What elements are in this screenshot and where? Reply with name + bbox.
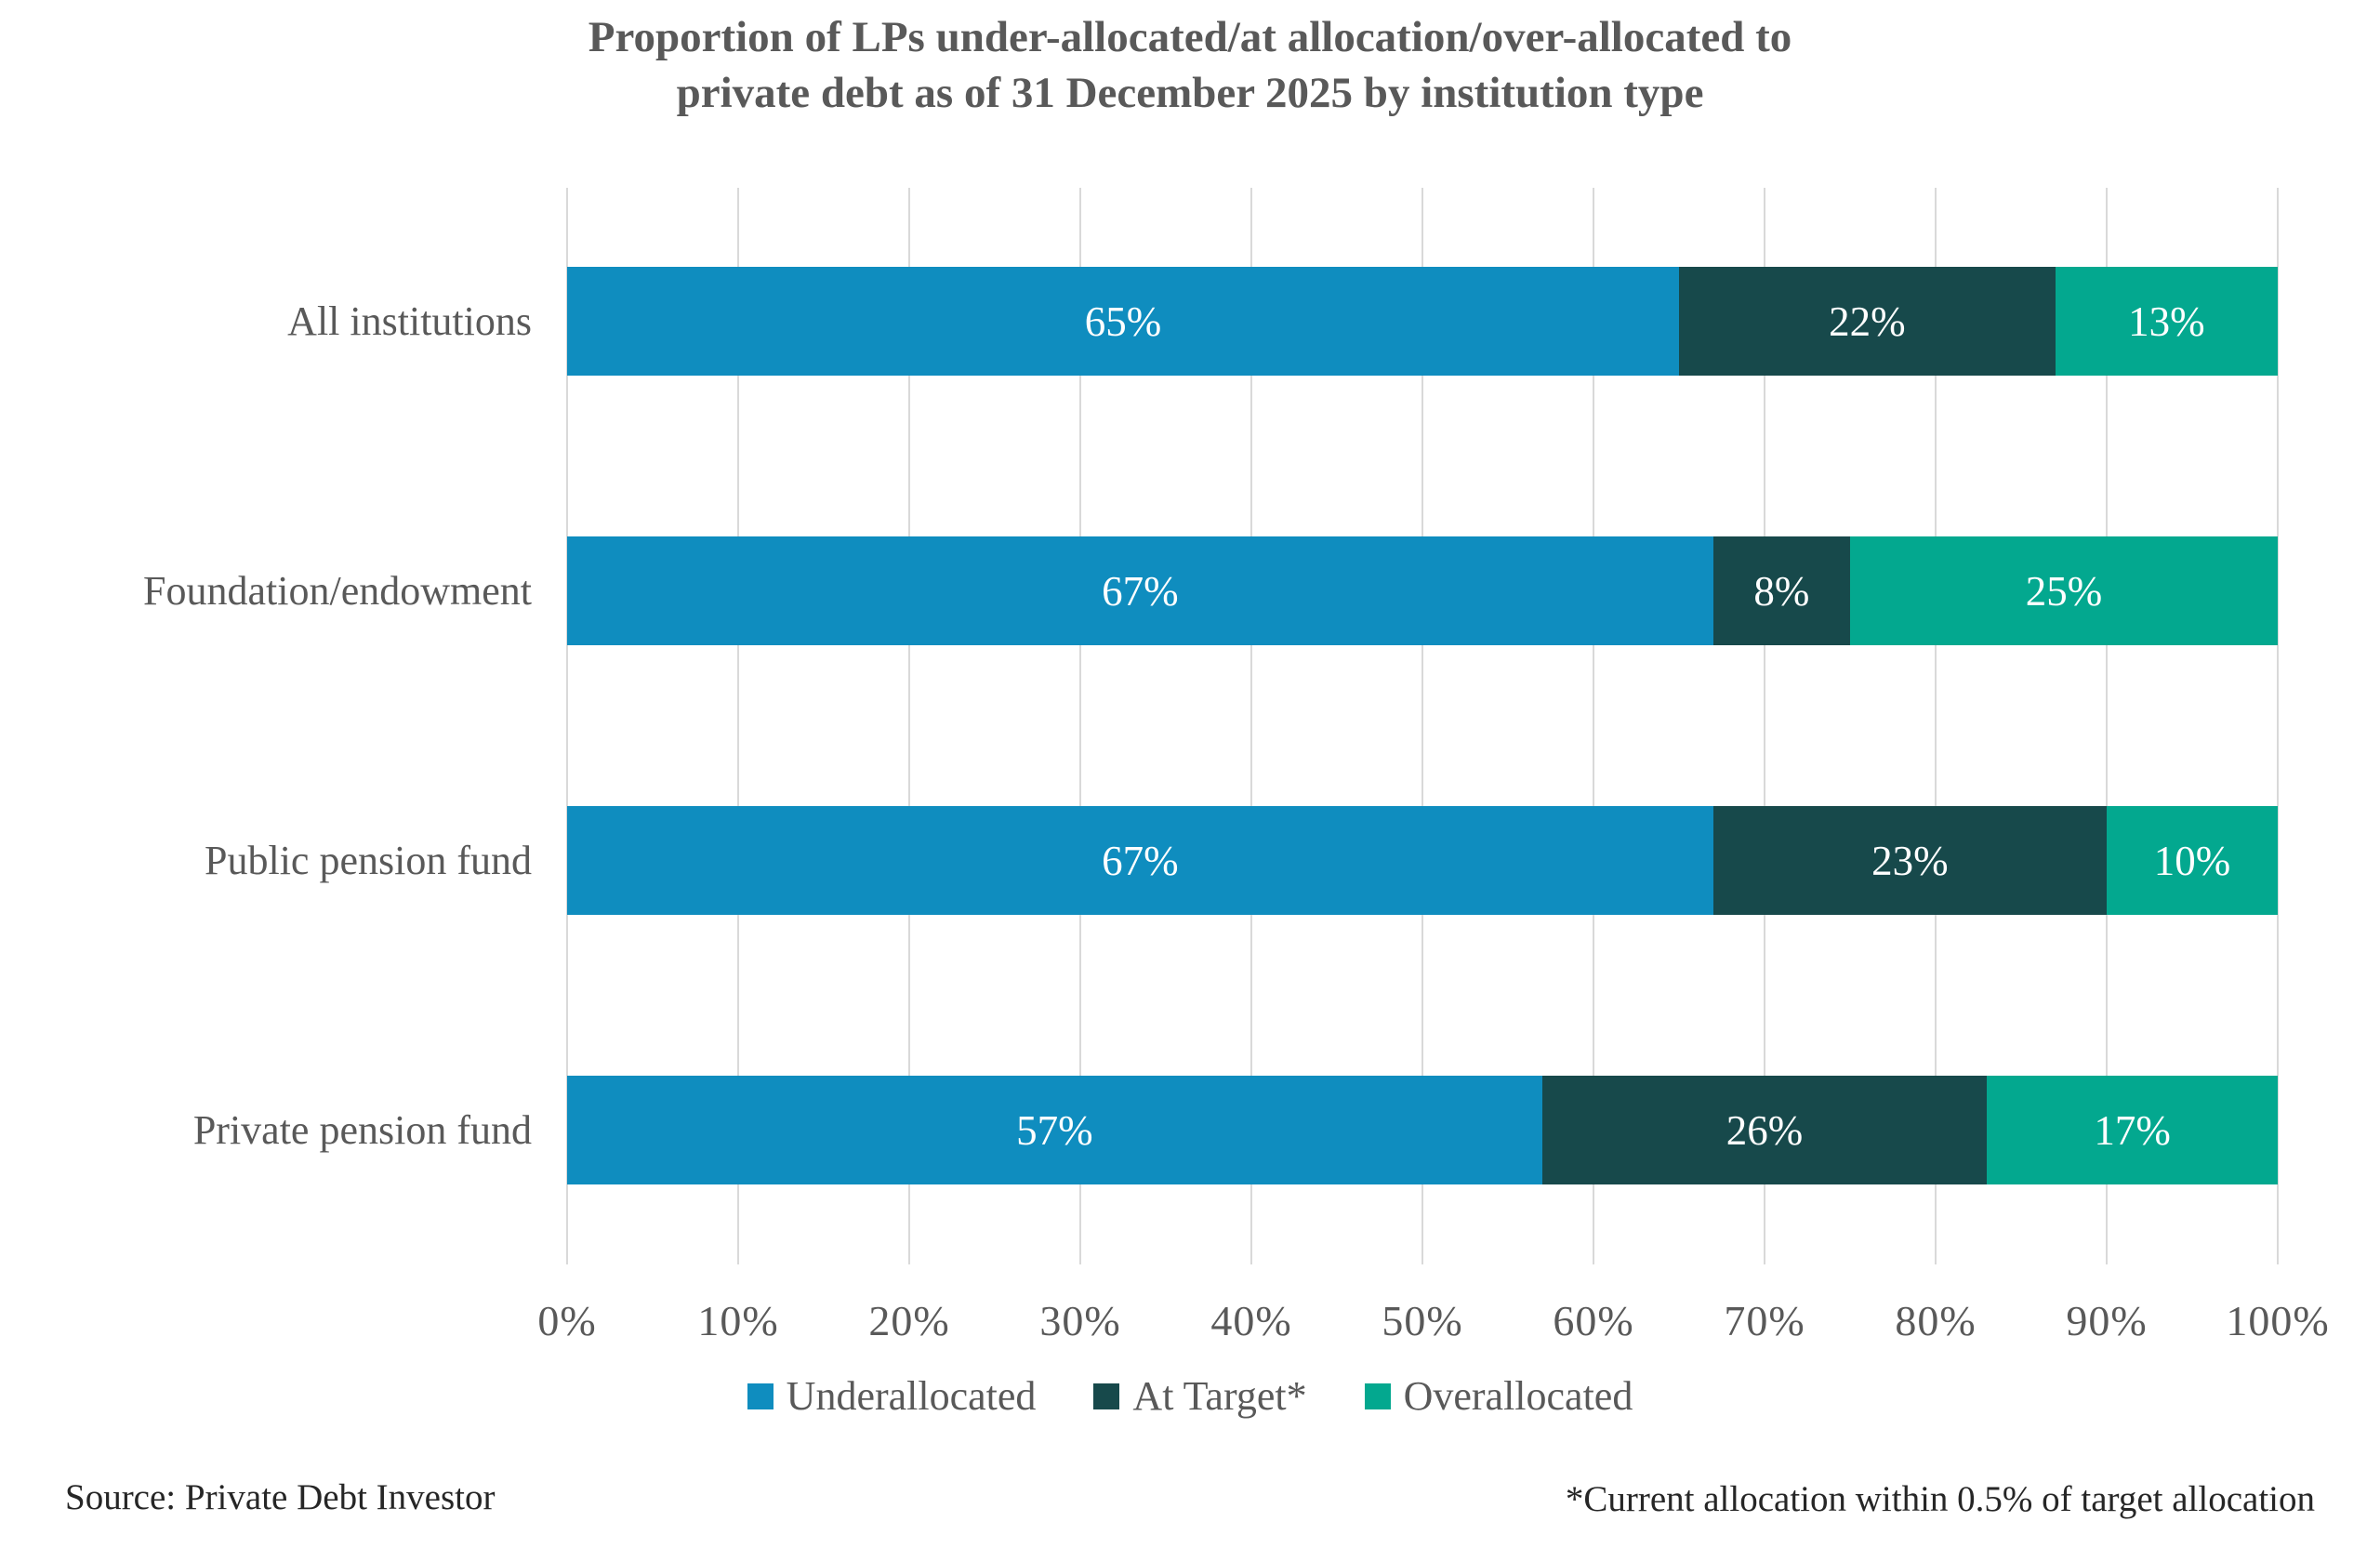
legend-swatch-overallocated xyxy=(1364,1383,1391,1409)
gridline-80% xyxy=(1935,188,1937,1264)
gridline-0% xyxy=(566,188,568,1264)
x-tick-label: 80% xyxy=(1895,1297,1977,1344)
bar-segment-overallocated: 10% xyxy=(2106,806,2278,915)
value-label: 26% xyxy=(1726,1106,1804,1154)
x-tick-label: 60% xyxy=(1553,1297,1634,1344)
legend-swatch-underallocated xyxy=(747,1383,774,1409)
bar-segment-overallocated: 13% xyxy=(2055,267,2278,376)
bar-segment-attarget: 26% xyxy=(1541,1076,1988,1184)
legend-label: Underallocated xyxy=(786,1373,1037,1419)
bar-row: 65% 22% 13% xyxy=(567,267,2278,376)
bar-segment-attarget: 23% xyxy=(1712,806,2107,915)
bar-segment-underallocated: 67% xyxy=(567,536,1713,645)
value-label: 67% xyxy=(1102,567,1179,615)
value-label: 17% xyxy=(2094,1106,2171,1154)
plot-area: 0% 10% 20% 30% 40% 50% 60% 70% 80% 90% 100% 65% 22% 1… xyxy=(537,188,2329,1344)
value-label: 23% xyxy=(1871,837,1949,884)
source-note: Source: Private Debt Investor xyxy=(65,1477,496,1517)
bar-segment-underallocated: 65% xyxy=(567,267,1679,376)
value-label: 57% xyxy=(1016,1106,1093,1154)
gridline-90% xyxy=(2106,188,2108,1264)
x-tick-label: 10% xyxy=(697,1297,779,1344)
gridline-10% xyxy=(737,188,739,1264)
gridline-40% xyxy=(1250,188,1252,1264)
legend-label: Overallocated xyxy=(1403,1373,1633,1419)
bar-segment-underallocated: 57% xyxy=(567,1076,1542,1184)
legend-item: At Target* xyxy=(1093,1372,1307,1420)
legend: Underallocated At Target* Overallocated xyxy=(0,1372,2380,1420)
x-tick-label: 30% xyxy=(1039,1297,1121,1344)
x-tick-label: 90% xyxy=(2066,1297,2148,1344)
bar-segment-attarget: 22% xyxy=(1679,267,2056,376)
gridline-70% xyxy=(1764,188,1765,1264)
value-label: 8% xyxy=(1753,567,1810,615)
value-label: 65% xyxy=(1084,298,1162,345)
legend-label: At Target* xyxy=(1132,1373,1307,1419)
chart-title: Proportion of LPs under-allocated/at all… xyxy=(0,9,2380,121)
gridline-50% xyxy=(1421,188,1423,1264)
bar-row: 57% 26% 17% xyxy=(567,1076,2278,1184)
chart-title-line1: Proportion of LPs under-allocated/at all… xyxy=(588,13,1792,61)
value-label: 22% xyxy=(1829,298,1906,345)
gridline-100% xyxy=(2277,188,2279,1264)
bar-row: 67% 8% 25% xyxy=(567,536,2278,645)
x-tick-label: 50% xyxy=(1382,1297,1463,1344)
legend-item: Underallocated xyxy=(747,1372,1037,1420)
value-label: 25% xyxy=(2025,567,2103,615)
category-label: Private pension fund xyxy=(192,1107,532,1153)
x-tick-label: 40% xyxy=(1210,1297,1292,1344)
x-tick-label: 100% xyxy=(2226,1297,2330,1344)
category-label: All institutions xyxy=(287,298,532,344)
legend-swatch-attarget xyxy=(1093,1383,1120,1409)
chart-title-line2: private debt as of 31 December 2025 by i… xyxy=(676,69,1704,117)
legend-item: Overallocated xyxy=(1364,1372,1633,1420)
value-label: 67% xyxy=(1102,837,1179,884)
category-label: Public pension fund xyxy=(205,838,532,883)
gridline-60% xyxy=(1593,188,1594,1264)
bar-segment-underallocated: 67% xyxy=(567,806,1713,915)
gridline-20% xyxy=(908,188,910,1264)
bar-segment-overallocated: 25% xyxy=(1849,536,2278,645)
footnote: *Current allocation within 0.5% of targe… xyxy=(1565,1479,2315,1519)
x-tick-label: 70% xyxy=(1724,1297,1805,1344)
bar-row: 67% 23% 10% xyxy=(567,806,2278,915)
x-tick-label: 0% xyxy=(537,1297,597,1344)
gridline-30% xyxy=(1079,188,1081,1264)
x-tick-label: 20% xyxy=(868,1297,950,1344)
bar-segment-overallocated: 17% xyxy=(1987,1076,2278,1184)
category-label: Foundation/endowment xyxy=(143,568,532,614)
bar-segment-attarget: 8% xyxy=(1712,536,1850,645)
value-label: 10% xyxy=(2153,837,2231,884)
value-label: 13% xyxy=(2128,298,2205,345)
